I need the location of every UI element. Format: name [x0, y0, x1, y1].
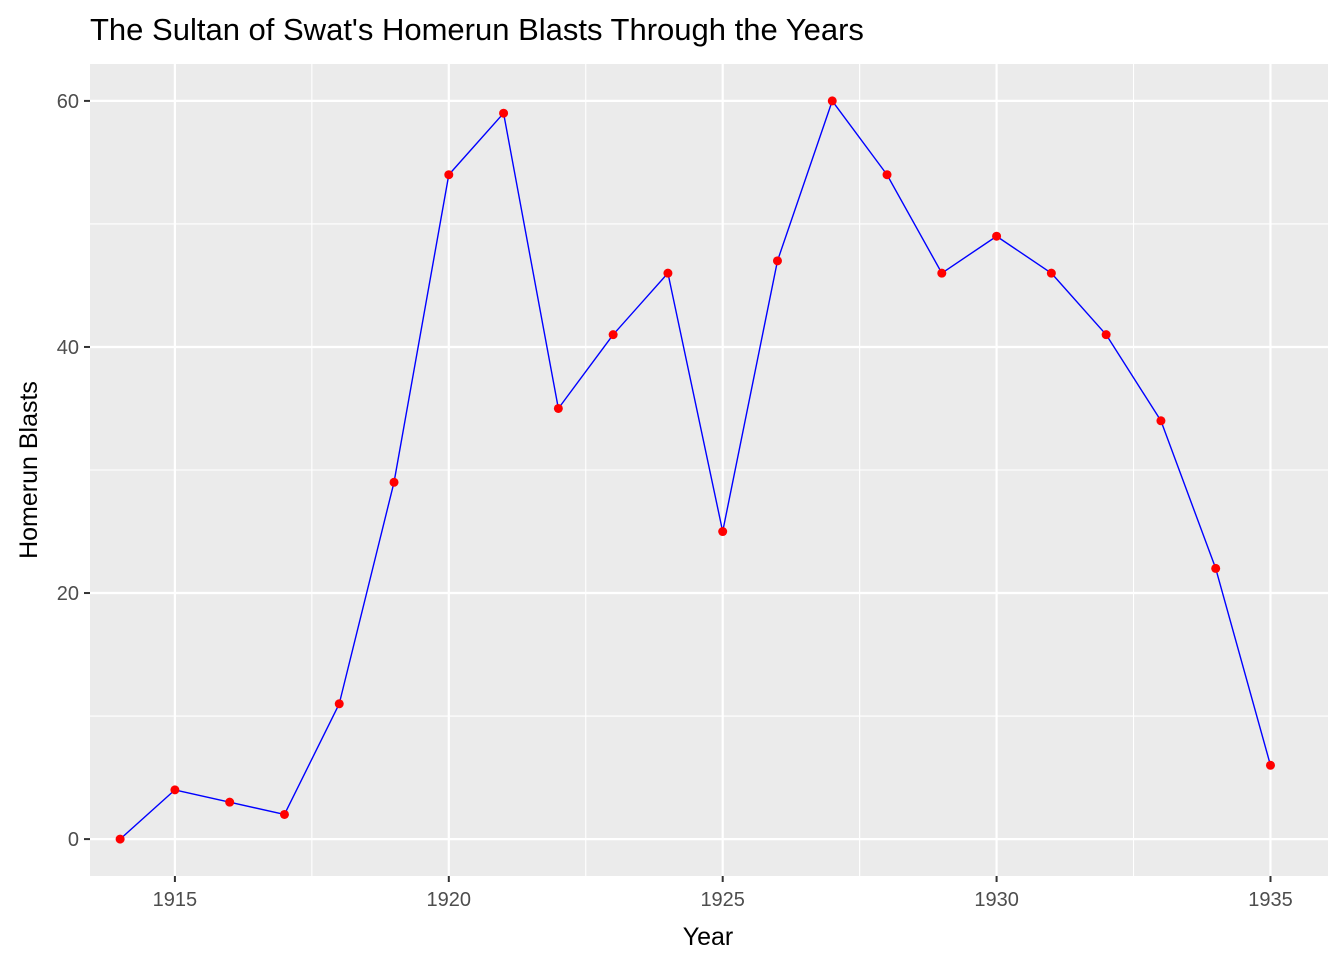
data-point: [499, 108, 509, 118]
data-point: [170, 785, 180, 795]
x-tick-label: 1925: [700, 889, 745, 911]
data-point: [827, 96, 837, 106]
data-point: [225, 797, 235, 807]
data-point: [772, 256, 782, 266]
points-layer: [115, 96, 1275, 844]
data-point: [992, 231, 1002, 241]
major-gridlines: [90, 64, 1328, 876]
data-point: [718, 527, 728, 537]
data-point: [663, 268, 673, 278]
data-point: [444, 170, 454, 180]
data-point: [608, 330, 618, 340]
data-point: [115, 834, 125, 844]
x-tick-label: 1920: [427, 889, 472, 911]
data-point: [1101, 330, 1111, 340]
x-tick-label: 1915: [153, 889, 198, 911]
y-tick-label: 20: [57, 583, 79, 605]
data-point: [1156, 416, 1166, 426]
data-point: [334, 699, 344, 709]
y-axis-title: Homerun Blasts: [15, 381, 43, 559]
y-axis: 0 20 40 60: [57, 91, 90, 851]
x-axis: 1915 1920 1925 1930 1935: [153, 876, 1293, 911]
data-point: [1211, 563, 1221, 573]
data-point: [1265, 760, 1275, 770]
data-point: [937, 268, 947, 278]
x-tick-label: 1930: [974, 889, 1019, 911]
data-point: [279, 809, 289, 819]
x-axis-title: Year: [683, 923, 734, 951]
data-point: [389, 477, 399, 487]
series-line: [119, 100, 1272, 840]
data-point: [882, 170, 892, 180]
y-tick-label: 0: [68, 829, 79, 851]
chart-title: The Sultan of Swat's Homerun Blasts Thro…: [90, 12, 864, 47]
data-point: [1046, 268, 1056, 278]
y-tick-label: 40: [57, 337, 79, 359]
y-tick-label: 60: [57, 91, 79, 113]
series-layer: [119, 100, 1272, 840]
x-tick-label: 1935: [1248, 889, 1293, 911]
data-point: [553, 403, 563, 413]
